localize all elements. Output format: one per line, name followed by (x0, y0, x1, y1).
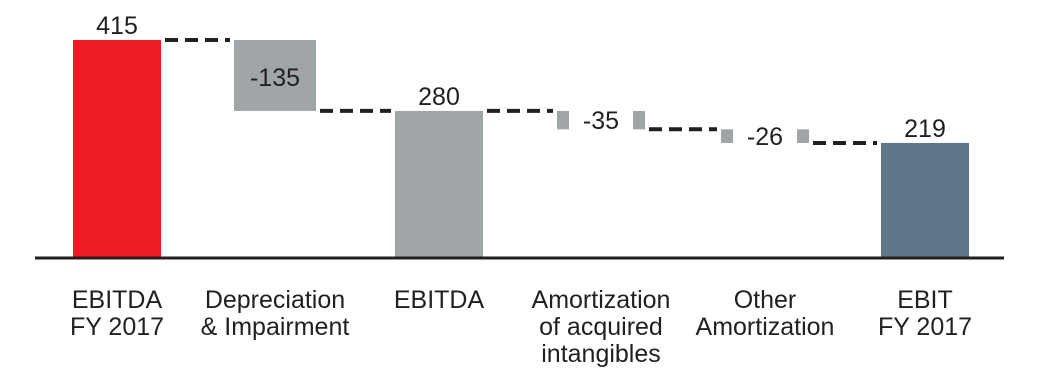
category-label-line: EBITDA (393, 286, 485, 314)
value-labels-group: 415 -135 280 -35 -26 219 (96, 12, 946, 151)
category-label-line: FY 2017 (69, 313, 165, 341)
value-label-amortization-of-acquired-intangibles-3: -35 (583, 107, 619, 135)
value-label-ebitda-fy-2017-0: 415 (96, 12, 138, 40)
category-label-ebitda-fy-2017-0: EBITDA FY 2017 (32, 287, 202, 341)
category-label-line: Depreciation (204, 286, 346, 314)
bar-ebit-fy-2017-5 (881, 142, 969, 258)
category-label-line: Amortization (531, 286, 671, 314)
category-label-ebit-fy-2017-5: EBIT FY 2017 (840, 287, 1010, 341)
category-label-line: & Impairment (200, 313, 350, 341)
bar-amortization-of-acquired-intangibles-3-stub-1 (557, 110, 569, 130)
category-label-line: Other (733, 286, 797, 314)
category-label-line: EBITDA (71, 286, 163, 314)
category-label-amortization-of-acquired-intangibles-3: Amortization of acquired intangibles (516, 287, 686, 368)
bar-other-amortization-4-stub-2 (797, 129, 809, 143)
bar-ebitda-fy-2017-0 (73, 40, 161, 258)
category-label-ebitda-2: EBITDA (354, 287, 524, 314)
bar-ebitda-2 (395, 110, 483, 258)
category-label-line: intangibles (541, 340, 661, 368)
value-label-ebit-fy-2017-5: 219 (904, 115, 946, 143)
value-label-other-amortization-4: -26 (747, 123, 783, 151)
category-label-line: FY 2017 (877, 313, 973, 341)
bars-group (73, 40, 969, 258)
bar-depreciation-impairment-1 (234, 40, 316, 111)
bar-amortization-of-acquired-intangibles-3-stub-2 (633, 110, 645, 130)
category-label-line: of acquired (539, 313, 663, 341)
category-label-line: Amortization (695, 313, 835, 341)
value-label-ebitda-2: 280 (418, 83, 460, 111)
value-label-depreciation-impairment-1: -135 (250, 64, 300, 92)
category-label-depreciation-impairment-1: Depreciation & Impairment (190, 287, 360, 341)
category-label-line: EBIT (897, 286, 953, 314)
connector-lines (165, 38, 877, 145)
category-label-other-amortization-4: Other Amortization (680, 287, 850, 341)
bar-other-amortization-4-stub-1 (721, 129, 733, 143)
